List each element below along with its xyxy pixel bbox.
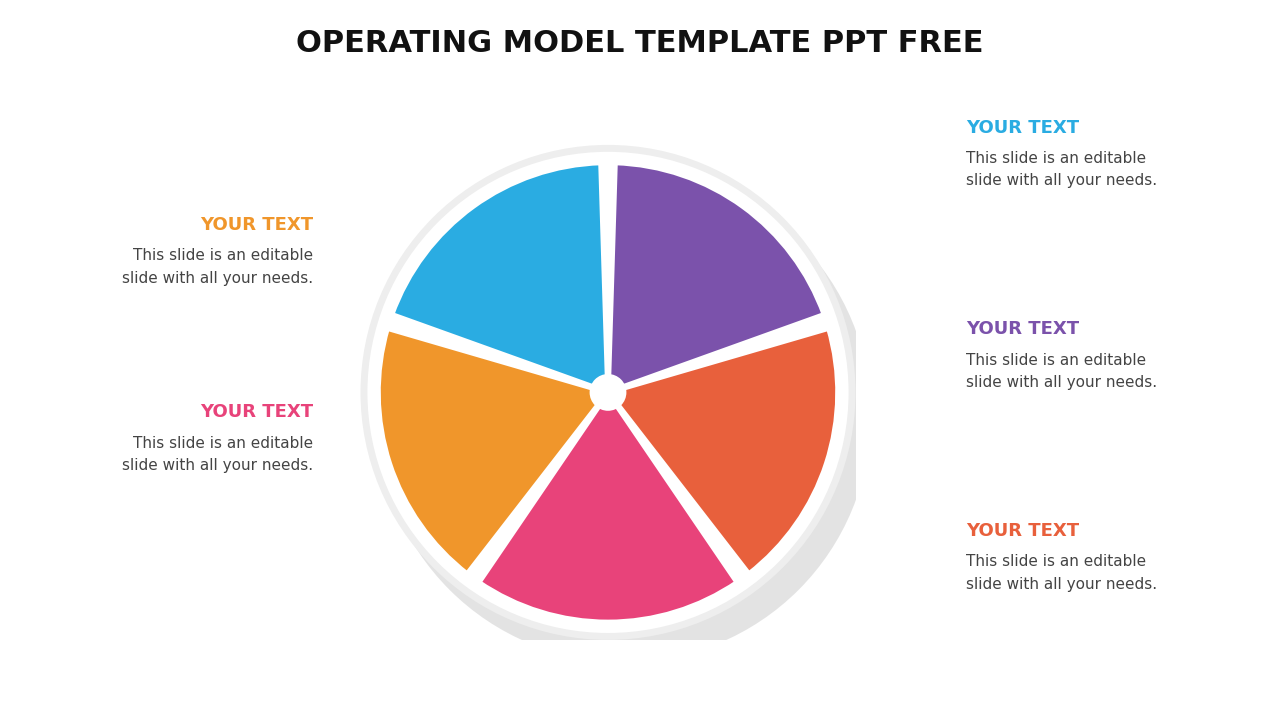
Text: OPERATING MODEL TEMPLATE PPT FREE: OPERATING MODEL TEMPLATE PPT FREE: [296, 29, 984, 58]
Wedge shape: [378, 328, 608, 575]
Text: This slide is an editable
slide with all your needs.: This slide is an editable slide with all…: [123, 248, 314, 286]
Circle shape: [361, 145, 855, 640]
Text: YOUR TEXT: YOUR TEXT: [966, 119, 1079, 137]
Circle shape: [378, 168, 870, 662]
Text: This slide is an editable
slide with all your needs.: This slide is an editable slide with all…: [966, 554, 1157, 592]
Wedge shape: [608, 328, 838, 575]
Text: This slide is an editable
slide with all your needs.: This slide is an editable slide with all…: [966, 151, 1157, 189]
Wedge shape: [392, 163, 608, 392]
Text: YOUR TEXT: YOUR TEXT: [966, 320, 1079, 338]
Text: YOUR TEXT: YOUR TEXT: [201, 403, 314, 421]
Text: YOUR TEXT: YOUR TEXT: [966, 522, 1079, 540]
Wedge shape: [608, 163, 824, 392]
Text: This slide is an editable
slide with all your needs.: This slide is an editable slide with all…: [123, 436, 314, 473]
Text: This slide is an editable
slide with all your needs.: This slide is an editable slide with all…: [966, 353, 1157, 390]
Circle shape: [367, 152, 849, 633]
Circle shape: [590, 374, 626, 411]
Wedge shape: [479, 392, 737, 622]
Text: YOUR TEXT: YOUR TEXT: [201, 216, 314, 234]
